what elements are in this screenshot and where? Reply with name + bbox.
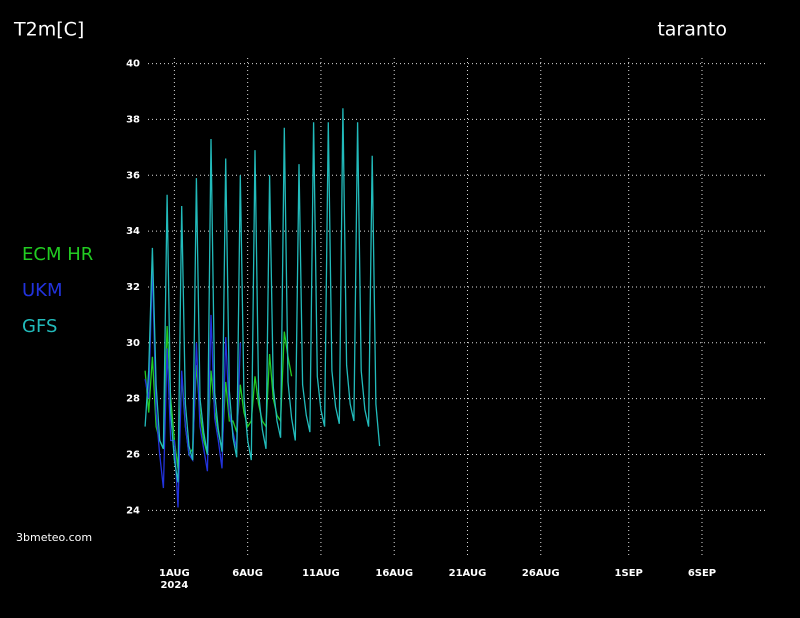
chart-title: T2m[C] xyxy=(13,19,84,41)
x-tick-label: 1SEP xyxy=(615,568,643,579)
y-tick-label: 30 xyxy=(126,338,140,349)
location: taranto xyxy=(657,19,727,41)
y-tick-label: 36 xyxy=(126,170,140,181)
x-tick-label: 6SEP xyxy=(688,568,716,579)
series-line xyxy=(144,108,381,483)
x-tick-label: 16AUG xyxy=(375,568,413,579)
legend-entry: UKM xyxy=(22,280,63,301)
y-tick-label: 28 xyxy=(126,394,140,405)
y-tick-label: 26 xyxy=(126,449,140,460)
y-tick-label: 34 xyxy=(126,226,140,237)
x-tick-label: 6AUG xyxy=(232,568,263,579)
y-tick-label: 32 xyxy=(126,282,140,293)
legend-entry: GFS xyxy=(22,316,57,337)
y-tick-label: 24 xyxy=(126,505,140,516)
x-tick-label: 21AUG xyxy=(449,568,487,579)
y-tick-label: 40 xyxy=(126,59,140,70)
x-tick-label: 26AUG xyxy=(522,568,560,579)
legend-entry: ECM HR xyxy=(22,244,93,265)
y-tick-label: 38 xyxy=(126,114,140,125)
source: 3bmeteo.com xyxy=(16,531,92,544)
series-line xyxy=(144,325,293,469)
x-tick-label: 1AUG xyxy=(159,568,190,579)
x-tick-label: 11AUG xyxy=(302,568,340,579)
x-year-label: 2024 xyxy=(160,580,188,591)
